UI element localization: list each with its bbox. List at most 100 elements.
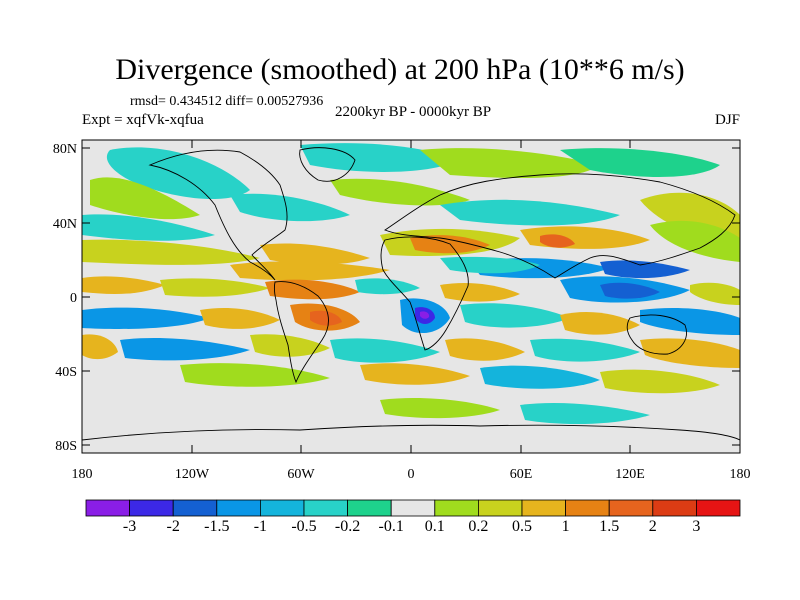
field-patch [250, 334, 330, 357]
colorbar-box [696, 499, 741, 517]
colorbar-box [652, 499, 697, 517]
field-patch [600, 282, 660, 299]
field-patch [120, 338, 250, 361]
field-patch [230, 193, 350, 222]
field-patch [440, 283, 520, 302]
colorbar-box [477, 499, 523, 517]
colorbar-box [565, 499, 610, 517]
colorbar-label: -1.5 [204, 518, 230, 535]
season-label: DJF [714, 112, 740, 128]
colorbar-box [608, 499, 654, 517]
field-layer [82, 140, 740, 453]
lat-label: 40S [55, 365, 77, 380]
coast-africa [380, 236, 469, 351]
colorbar-label: -2 [166, 518, 180, 535]
field-patch [265, 279, 360, 300]
field-patch [310, 310, 342, 326]
colorbar-label: -0.2 [334, 518, 361, 535]
field-patch [355, 278, 420, 295]
colorbar-box [172, 499, 218, 517]
field-patch [82, 239, 260, 265]
lon-label: 120E [615, 467, 645, 482]
colorbar-box [259, 499, 305, 517]
colorbar-box [129, 499, 174, 517]
lon-label: 0 [408, 467, 415, 482]
colorbar-label: 1 [561, 518, 570, 535]
field-patch [82, 334, 118, 360]
ticks [81, 140, 741, 453]
field-patch [330, 338, 440, 363]
coast-australia [626, 314, 687, 355]
field-patch [330, 178, 470, 206]
colorbar-box [303, 499, 348, 517]
field-patch [90, 177, 200, 220]
field-patch [360, 363, 470, 385]
field-patch [380, 398, 500, 419]
field-patch [560, 148, 720, 177]
field-patch [200, 308, 280, 329]
field-patch [520, 403, 650, 425]
colorbar-label: -1 [253, 518, 268, 535]
lon-label: 120W [175, 467, 210, 482]
chart-title: Divergence (smoothed) at 200 hPa (10**6 … [115, 53, 685, 86]
coastlines [82, 147, 740, 441]
lon-labels: 180 120W 60W 0 60E 120E 180 [72, 467, 751, 482]
field-patch [640, 338, 740, 368]
field-patch [82, 214, 215, 241]
field-patch [600, 369, 720, 394]
lon-label: 60E [510, 467, 533, 482]
lon-label: 180 [72, 467, 93, 482]
field-patch [420, 311, 430, 319]
lat-label: 80N [53, 142, 77, 157]
field-patch [420, 148, 600, 178]
lat-label: 0 [70, 291, 77, 306]
lon-label: 180 [730, 467, 751, 482]
lon-label: 60W [287, 467, 315, 482]
colorbar-label: 0.5 [512, 518, 532, 535]
colorbar-box [434, 499, 479, 517]
coast-north-america [148, 149, 288, 281]
field-patch [640, 307, 740, 335]
stats-text: rmsd= 0.434512 diff= 0.00527936 [130, 94, 324, 109]
colorbar-box [85, 499, 130, 517]
field-patch [480, 365, 600, 389]
field-patch [540, 234, 575, 248]
coast-antarctica [82, 424, 740, 441]
field-patch [160, 278, 270, 297]
field-patch [82, 307, 210, 329]
lat-label: 80S [55, 439, 77, 454]
coast-greenland [299, 147, 356, 182]
colorbar-label: 0.1 [424, 518, 445, 535]
field-patch [600, 260, 690, 279]
field-patch [460, 303, 570, 328]
field-patch [230, 261, 390, 281]
coast-eurasia [384, 173, 736, 279]
colorbar-box [216, 499, 261, 517]
colorbar-box [347, 499, 392, 517]
colorbar-label: 0.2 [468, 518, 489, 535]
colorbar [85, 499, 741, 517]
period-label: 2200kyr BP - 0000kyr BP [334, 104, 492, 120]
field-patch [445, 338, 525, 361]
colorbar-label: 2 [648, 518, 657, 535]
field-patch [650, 220, 740, 262]
colorbar-box [521, 499, 566, 517]
field-patch [106, 147, 250, 200]
coast-south-america [273, 281, 329, 384]
field-patch [560, 311, 640, 335]
colorbar-label: 1.5 [599, 518, 620, 535]
field-patch [530, 338, 640, 362]
colorbar-box [390, 499, 436, 517]
lat-labels: 80N 40N 0 40S 80S [53, 142, 77, 454]
field-patch [440, 256, 540, 274]
field-patch [82, 276, 165, 295]
colorbar-label: 3 [692, 518, 701, 535]
colorbar-label: -0.5 [291, 518, 317, 535]
experiment-label: Expt = xqfVk-xqfua [82, 112, 204, 128]
field-patch [440, 199, 620, 226]
field-patch [260, 243, 370, 265]
colorbar-label: -3 [122, 518, 137, 535]
lat-label: 40N [53, 217, 77, 232]
colorbar-label: -0.1 [378, 518, 404, 535]
